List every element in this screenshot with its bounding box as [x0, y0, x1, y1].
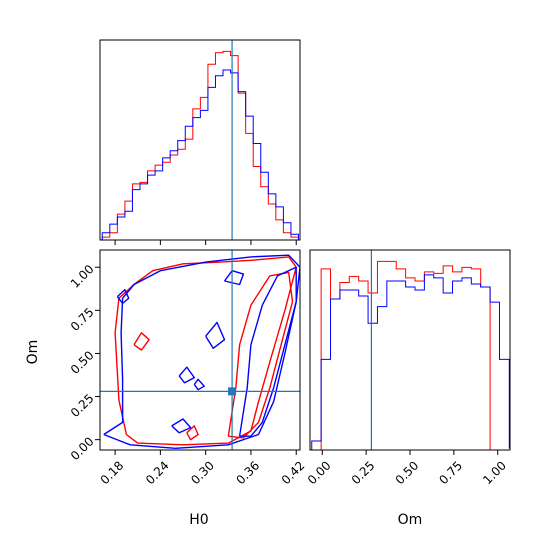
contour-red-2	[133, 332, 150, 351]
om-y-tick-label-4: 1.00	[68, 262, 97, 291]
om-histogram-steps	[311, 260, 510, 451]
h0-histogram-ticks	[114, 240, 297, 245]
contour-blue-8	[193, 378, 205, 391]
om-histogram-ticks: 0.00 0.25 0.50 0.75 1.00	[305, 450, 509, 487]
h0-tick-label-1: 0.24	[143, 458, 172, 487]
h0-tick-label-2: 0.30	[188, 458, 217, 487]
h0-histogram-frame	[99, 39, 301, 241]
y-axis-label-om: Om	[25, 340, 41, 365]
om-tick-label-2: 0.50	[393, 458, 422, 487]
contour-blue-5	[238, 266, 297, 437]
h0-histogram-blue	[101, 69, 299, 240]
h0-tick-label-3: 0.36	[233, 458, 262, 487]
om-histogram-blue	[311, 274, 510, 450]
joint-x-ticks: 0.18 0.24 0.30 0.36 0.42	[98, 450, 308, 487]
joint-frame	[99, 249, 301, 451]
om-histogram-panel: 0.00 0.25 0.50 0.75 1.00	[305, 249, 511, 487]
x-axis-label-h0: H0	[189, 512, 208, 528]
om-tick-label-3: 0.75	[436, 458, 465, 487]
contour-blue-10	[205, 321, 226, 349]
om-tick-label-4: 1.00	[480, 458, 509, 487]
om-y-tick-label-3: 0.75	[68, 305, 97, 334]
h0-histogram-panel	[99, 39, 301, 245]
contour-red-3	[186, 425, 199, 441]
contour-red-1	[227, 271, 294, 439]
joint-contour-panel: 0.18 0.24 0.30 0.36 0.42 0.00 0.25 0.50 0.75 1.0…	[68, 249, 308, 487]
contour-blue-9	[171, 418, 192, 434]
joint-y-ticks: 0.00 0.25 0.50 0.75 1.00	[68, 262, 100, 463]
h0-tick-label-4: 0.42	[279, 458, 308, 487]
contour-blue-4	[103, 254, 300, 449]
h0-tick-label-0: 0.18	[98, 458, 127, 487]
om-y-tick-label-1: 0.25	[68, 391, 97, 420]
x-axis-label-om: Om	[398, 512, 423, 528]
h0-histogram-red	[101, 50, 299, 240]
truth-marker	[228, 387, 237, 396]
om-y-tick-label-2: 0.50	[68, 348, 97, 377]
om-tick-label-0: 0.00	[305, 458, 334, 487]
contour-blue-11	[116, 289, 130, 305]
om-histogram-red	[311, 260, 510, 451]
contour-blue-7	[178, 366, 196, 384]
om-y-tick-label-0: 0.00	[68, 434, 97, 463]
om-tick-label-1: 0.25	[349, 458, 378, 487]
contour-blue-6	[223, 270, 245, 286]
joint-contours	[103, 254, 300, 449]
contour-red-0	[114, 256, 297, 446]
om-histogram-frame	[309, 249, 511, 451]
h0-histogram-steps	[101, 50, 299, 240]
